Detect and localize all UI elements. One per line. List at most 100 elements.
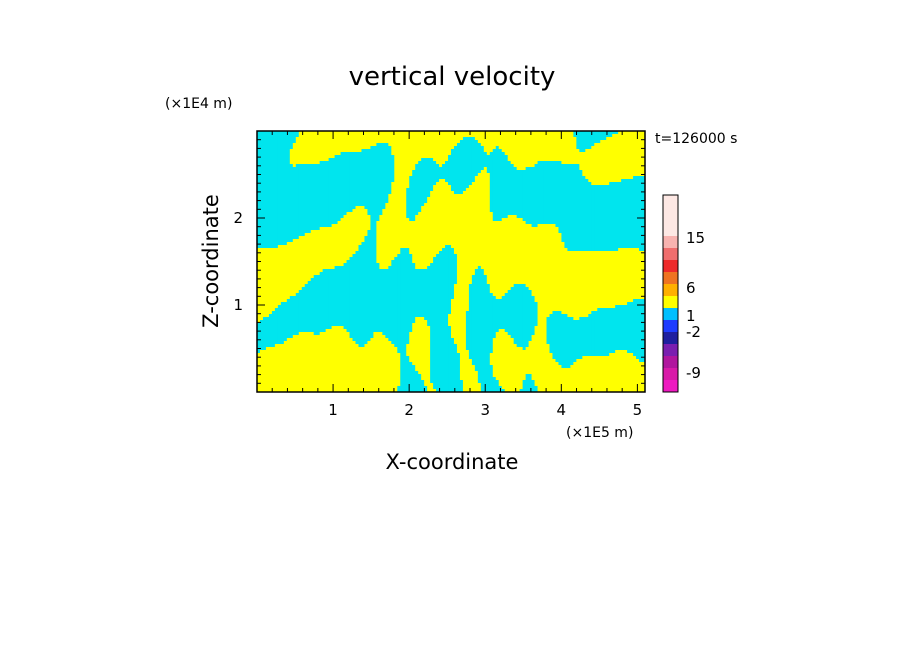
field-cell	[439, 227, 443, 231]
field-cell	[486, 209, 491, 213]
field-cell	[283, 146, 288, 150]
field-cell	[579, 215, 583, 219]
field-cell	[271, 140, 276, 144]
field-cell	[397, 143, 401, 147]
field-cell	[316, 188, 321, 192]
field-cell	[355, 212, 360, 216]
field-cell	[283, 167, 288, 171]
field-cell	[262, 158, 267, 162]
field-cell	[519, 131, 524, 135]
field-cell	[609, 149, 613, 153]
field-cell	[301, 206, 306, 210]
field-cell	[340, 221, 345, 225]
field-cell	[445, 146, 449, 150]
field-cell	[346, 158, 351, 162]
field-cell	[489, 227, 494, 231]
field-cell	[322, 155, 327, 159]
field-cell	[409, 131, 413, 135]
field-cell	[555, 221, 560, 225]
field-cell	[340, 176, 345, 180]
field-cell	[373, 218, 377, 222]
field-cell	[433, 230, 437, 234]
field-cell	[603, 179, 607, 183]
field-cell	[618, 233, 622, 237]
field-cell	[355, 155, 360, 159]
field-cell	[379, 182, 383, 186]
field-cell	[495, 209, 500, 213]
field-cell	[549, 227, 554, 231]
field-cell	[642, 161, 645, 165]
field-cell	[618, 149, 622, 153]
field-cell	[561, 188, 566, 192]
field-cell	[528, 179, 533, 183]
field-cell	[361, 197, 366, 201]
field-cell	[534, 161, 539, 165]
field-cell	[531, 152, 536, 156]
field-cell	[451, 176, 455, 180]
field-cell	[358, 194, 363, 198]
field-cell	[534, 167, 539, 171]
field-cell	[400, 143, 404, 147]
field-cell	[528, 194, 533, 198]
field-cell	[307, 203, 312, 207]
field-cell	[388, 140, 392, 144]
field-cell	[364, 134, 369, 138]
field-cell	[421, 167, 425, 171]
field-cell	[301, 155, 306, 159]
field-cell	[582, 170, 586, 174]
field-cell	[373, 161, 377, 165]
field-cell	[346, 170, 351, 174]
field-cell	[295, 167, 300, 171]
field-cell	[486, 224, 491, 228]
field-cell	[630, 233, 634, 237]
field-cell	[403, 161, 407, 165]
field-cell	[364, 197, 369, 201]
field-cell	[606, 182, 610, 186]
field-cell	[325, 158, 330, 162]
field-cell	[364, 236, 369, 240]
field-cell	[259, 212, 264, 216]
field-cell	[495, 203, 500, 207]
field-cell	[409, 188, 413, 192]
field-cell	[525, 203, 530, 207]
field-cell	[492, 188, 497, 192]
field-cell	[409, 158, 413, 162]
field-cell	[504, 215, 509, 219]
field-cell	[621, 194, 625, 198]
field-cell	[331, 140, 336, 144]
field-cell	[262, 155, 267, 159]
field-cell	[322, 236, 327, 240]
field-cell	[606, 161, 610, 165]
field-cell	[334, 203, 339, 207]
field-cell	[343, 224, 348, 228]
field-cell	[636, 230, 640, 234]
field-cell	[265, 143, 270, 147]
field-cell	[340, 173, 345, 177]
field-cell	[394, 146, 398, 150]
field-cell	[322, 203, 327, 207]
field-cell	[268, 212, 273, 216]
field-cell	[286, 191, 291, 195]
field-cell	[400, 182, 404, 186]
field-cell	[456, 191, 461, 195]
field-cell	[382, 197, 386, 201]
field-cell	[564, 161, 568, 165]
field-cell	[579, 233, 583, 237]
field-cell	[445, 185, 449, 189]
field-cell	[334, 167, 339, 171]
field-cell	[639, 188, 643, 192]
field-cell	[340, 161, 345, 165]
field-cell	[498, 230, 503, 234]
field-cell	[322, 161, 327, 165]
field-cell	[627, 173, 631, 177]
field-cell	[570, 140, 574, 144]
field-cell	[576, 206, 580, 210]
field-cell	[567, 173, 571, 177]
field-cell	[337, 164, 342, 168]
field-cell	[564, 164, 568, 168]
field-cell	[573, 155, 577, 159]
field-cell	[507, 158, 512, 162]
field-cell	[274, 149, 279, 153]
field-cell	[406, 185, 410, 189]
field-cell	[403, 191, 407, 195]
